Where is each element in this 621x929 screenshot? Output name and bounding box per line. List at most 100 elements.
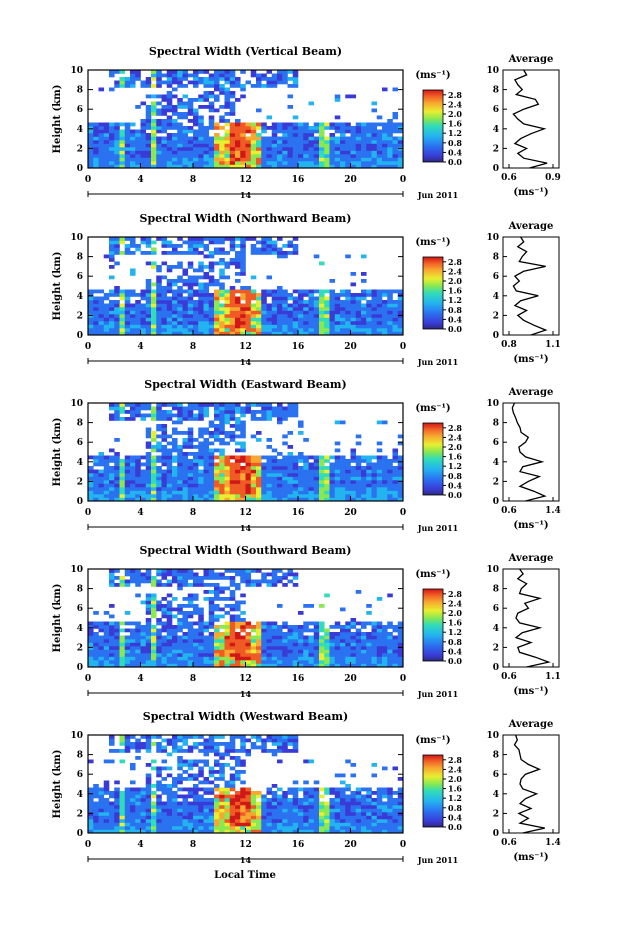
heatmap-cell <box>145 431 152 435</box>
date-label: Jun 2011 <box>417 357 458 367</box>
heatmap-cell <box>271 805 278 809</box>
heatmap-cell <box>109 805 115 809</box>
heatmap-cell <box>219 459 225 463</box>
heatmap-cell <box>266 791 273 795</box>
colorbar-tick-label: 1.6 <box>448 286 462 296</box>
heatmap-cell <box>271 738 278 743</box>
heatmap-cell <box>198 140 204 144</box>
heatmap-cell <box>229 621 236 626</box>
heatmap-cell <box>350 310 357 315</box>
y-tick-label: 8 <box>77 253 83 263</box>
heatmap-cell <box>245 296 252 301</box>
heatmap-cell <box>182 77 189 81</box>
heatmap-cell <box>172 455 178 460</box>
heatmap-cell <box>298 466 304 470</box>
colorbar-unit: (ms⁻¹) <box>415 70 450 81</box>
heatmap-cell <box>114 476 120 481</box>
heatmap-cell <box>114 289 120 294</box>
heatmap-cell <box>177 317 183 322</box>
heatmap-cell <box>308 296 315 301</box>
heatmap-cell <box>355 147 362 151</box>
heatmap-cell <box>371 480 378 484</box>
y-tick-label: 10 <box>70 233 83 243</box>
heatmap-cell <box>182 635 189 640</box>
heatmap-cell <box>334 98 341 102</box>
heatmap-cell <box>219 635 225 640</box>
heatmap-cell <box>292 583 299 587</box>
heatmap-cell <box>177 773 183 778</box>
heatmap-cell <box>114 84 120 88</box>
heatmap-cell <box>313 331 320 336</box>
heatmap-cell <box>156 646 162 650</box>
heatmap-cell <box>224 752 231 757</box>
heatmap-cell <box>382 143 388 148</box>
heatmap-cell <box>376 157 383 162</box>
x-tick-label: 0 <box>85 175 91 185</box>
heatmap-cell <box>224 480 231 484</box>
heatmap-cell <box>235 625 241 629</box>
heatmap-cell <box>214 660 220 664</box>
heatmap-cell <box>235 424 241 428</box>
heatmap-cell <box>156 600 162 605</box>
heatmap-cell <box>156 628 162 633</box>
heatmap-cell <box>166 321 173 325</box>
heatmap-cell <box>397 126 404 130</box>
heatmap-cell <box>240 480 246 484</box>
heatmap-cell <box>319 473 325 477</box>
heatmap-cell <box>319 261 325 266</box>
heatmap-cell <box>182 328 189 332</box>
heatmap-cell <box>203 441 210 446</box>
heatmap-cell <box>376 147 383 151</box>
heatmap-cell <box>187 80 194 85</box>
heatmap-cell <box>161 324 168 329</box>
heatmap-cell <box>277 473 283 477</box>
heatmap-cell <box>371 307 378 311</box>
heatmap-cell <box>187 119 194 123</box>
heatmap-cell <box>292 476 299 481</box>
heatmap-cell <box>287 161 294 165</box>
heatmap-cell <box>366 604 372 608</box>
heatmap-cell <box>313 625 320 629</box>
heatmap-cell <box>240 254 246 259</box>
heatmap-cell <box>214 321 220 325</box>
heatmap-cell <box>235 735 241 739</box>
heatmap-cell <box>161 455 168 460</box>
heatmap-cell <box>119 635 126 640</box>
heatmap-cell <box>282 572 288 577</box>
heatmap-cell <box>277 150 283 155</box>
heatmap-cell <box>93 815 99 820</box>
heatmap-cell <box>250 483 257 488</box>
heatmap-cell <box>119 317 126 322</box>
heatmap-cell <box>182 307 189 311</box>
heatmap-cell <box>103 473 110 477</box>
heatmap-cell <box>229 780 236 785</box>
heatmap-cell <box>151 476 157 481</box>
heatmap-cell <box>366 466 372 470</box>
heatmap-cell <box>187 445 194 449</box>
heatmap-cell <box>277 143 283 148</box>
heatmap-cell <box>350 321 357 325</box>
heatmap-cell <box>172 94 178 99</box>
colorbar-tick-label: 1.2 <box>448 128 462 138</box>
heatmap-cell <box>340 466 346 470</box>
heatmap-cell <box>182 815 189 820</box>
heatmap-cell <box>198 427 204 432</box>
heatmap-cell <box>382 133 388 137</box>
heatmap-cell <box>140 455 147 460</box>
heatmap-cell <box>235 663 241 668</box>
heatmap-cell <box>145 286 152 290</box>
heatmap-cell <box>324 143 330 148</box>
heatmap-cell <box>387 660 393 664</box>
heatmap-cell <box>319 129 325 134</box>
heatmap-cell <box>292 632 299 636</box>
heatmap-cell <box>219 164 225 169</box>
heatmap-cell <box>277 136 283 141</box>
y-tick-label: 10 <box>70 399 83 409</box>
heatmap-cell <box>350 140 357 144</box>
heatmap-cell <box>308 317 315 322</box>
heatmap-cell <box>119 826 126 830</box>
heatmap-cell <box>219 448 225 453</box>
heatmap-cell <box>266 473 273 477</box>
heatmap-cell <box>114 410 120 414</box>
heatmap-cell <box>376 646 383 650</box>
